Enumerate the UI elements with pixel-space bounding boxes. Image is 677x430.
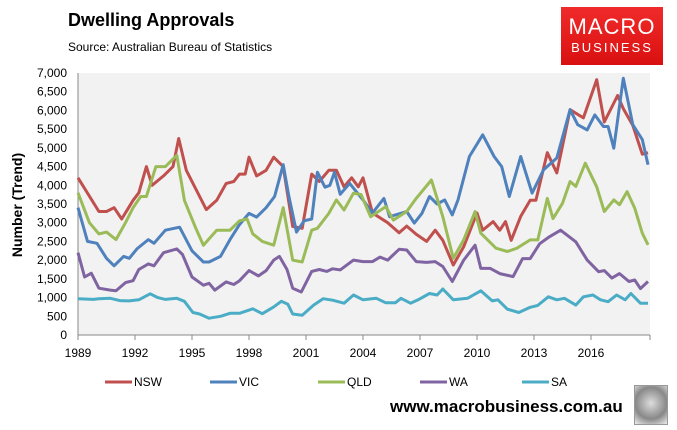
y-tick-label: 6,000 [37, 103, 67, 117]
wolf-logo-icon [634, 385, 668, 425]
x-tick-label: 1995 [179, 346, 206, 360]
legend-item-wa: WA [420, 375, 468, 389]
y-tick-label: 2,500 [37, 234, 67, 248]
series-line-nsw [76, 78, 649, 267]
y-tick-label: 0 [60, 328, 67, 342]
legend-item-vic: VIC [210, 375, 259, 389]
legend-label: WA [449, 375, 468, 389]
x-tick-label: 2010 [464, 346, 491, 360]
y-tick-label: 4,000 [37, 178, 67, 192]
macrobusiness-logo: MACRO BUSINESS [561, 7, 663, 65]
x-tick-label: 2001 [293, 346, 320, 360]
y-tick-label: 5,500 [37, 122, 67, 136]
legend-item-nsw: NSW [105, 375, 163, 389]
logo-line2: BUSINESS [571, 40, 653, 55]
y-tick-label: 1,000 [37, 291, 67, 305]
chart-source: Source: Australian Bureau of Statistics [68, 40, 273, 54]
y-tick-label: 5,000 [37, 141, 67, 155]
series-line-qld [76, 153, 650, 264]
legend-label: SA [551, 375, 567, 389]
y-tick-label: 3,500 [37, 197, 67, 211]
y-tick-label: 3,000 [37, 216, 67, 230]
x-tick-label: 2007 [407, 346, 434, 360]
y-tick-label: 500 [47, 309, 67, 323]
y-tick-label: 4,500 [37, 160, 67, 174]
x-tick-label: 1989 [65, 346, 92, 360]
legend-label: QLD [347, 375, 372, 389]
series-line-sa [77, 287, 648, 320]
x-tick-label: 2004 [350, 346, 377, 360]
x-tick-label: 1992 [122, 346, 149, 360]
legend-item-qld: QLD [318, 375, 372, 389]
series-line-vic [76, 76, 650, 268]
y-tick-label: 6,500 [37, 85, 67, 99]
y-tick-label: 7,000 [37, 66, 67, 80]
x-tick-label: 2013 [521, 346, 548, 360]
y-axis-label: Number (Trend) [9, 153, 25, 257]
website-url: www.macrobusiness.com.au [390, 397, 623, 416]
legend-label: VIC [239, 375, 259, 389]
chart-title: Dwelling Approvals [68, 10, 235, 30]
legend-label: NSW [134, 375, 163, 389]
y-tick-label: 2,000 [37, 253, 67, 267]
y-tick-label: 1,500 [37, 272, 67, 286]
series-line-wa [76, 228, 650, 294]
legend-item-sa: SA [522, 375, 567, 389]
logo-line1: MACRO [568, 14, 656, 39]
x-tick-label: 2016 [578, 346, 605, 360]
x-tick-label: 1998 [236, 346, 263, 360]
